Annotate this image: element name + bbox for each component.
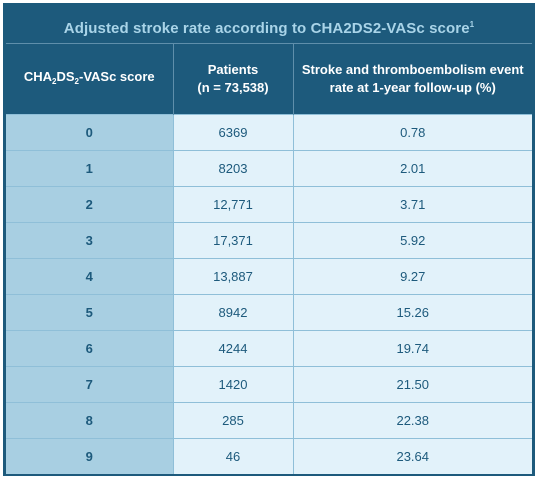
patients-cell: 12,771 [172, 186, 294, 223]
table-row: 6 4244 19.74 [6, 330, 532, 367]
score-cell: 0 [6, 114, 174, 151]
rate-cell: 21.50 [292, 366, 532, 403]
title-footnote-marker: 1 [469, 20, 475, 29]
patients-cell: 13,887 [172, 258, 294, 295]
score-cell: 1 [6, 150, 174, 187]
score-cell: 9 [6, 438, 174, 474]
patients-cell: 17,371 [172, 222, 294, 259]
patients-cell: 6369 [172, 114, 294, 151]
patients-cell: 1420 [172, 366, 294, 403]
rate-cell: 0.78 [292, 114, 532, 151]
rate-cell: 9.27 [292, 258, 532, 295]
table-header-row: CHA2DS2-VASc score Patients (n = 73,538) … [6, 43, 532, 115]
table-row: 0 6369 0.78 [6, 114, 532, 151]
score-cell: 3 [6, 222, 174, 259]
patients-cell: 285 [172, 402, 294, 439]
stroke-rate-table: CHA2DS2-VASc score Patients (n = 73,538) … [6, 43, 532, 474]
score-cell: 7 [6, 366, 174, 403]
table-title: Adjusted stroke rate according to CHA2DS… [6, 6, 532, 43]
rate-cell: 3.71 [292, 186, 532, 223]
rate-cell: 2.01 [292, 150, 532, 187]
rate-cell: 5.92 [292, 222, 532, 259]
header-patients: Patients (n = 73,538) [172, 43, 293, 115]
patients-cell: 8203 [172, 150, 294, 187]
table-title-text: Adjusted stroke rate according to CHA2DS… [63, 20, 470, 37]
score-cell: 5 [6, 294, 174, 331]
rate-cell: 15.26 [292, 294, 532, 331]
patients-cell: 8942 [172, 294, 294, 331]
table-row: 2 12,771 3.71 [6, 186, 532, 223]
score-cell: 6 [6, 330, 174, 367]
header-score: CHA2DS2-VASc score [6, 43, 173, 115]
table-row: 3 17,371 5.92 [6, 222, 532, 259]
table-row: 4 13,887 9.27 [6, 258, 532, 295]
score-cell: 8 [6, 402, 174, 439]
score-cell: 4 [6, 258, 174, 295]
table-row: 8 285 22.38 [6, 402, 532, 439]
patients-cell: 4244 [172, 330, 294, 367]
rate-cell: 19.74 [292, 330, 532, 367]
table-row: 5 8942 15.26 [6, 294, 532, 331]
table-body: 0 6369 0.78 1 8203 2.01 2 12,771 3.71 3 17,371 5.92… [6, 114, 532, 474]
table-row: 1 8203 2.01 [6, 150, 532, 187]
table-row: 9 46 23.64 [6, 438, 532, 474]
rate-cell: 22.38 [292, 402, 532, 439]
header-rate: Stroke and thromboembolism event rate at … [292, 43, 532, 115]
score-cell: 2 [6, 186, 174, 223]
stroke-rate-table-frame: Adjusted stroke rate according to CHA2DS… [3, 3, 535, 476]
table-row: 7 1420 21.50 [6, 366, 532, 403]
rate-cell: 23.64 [292, 438, 532, 474]
patients-cell: 46 [172, 438, 294, 474]
